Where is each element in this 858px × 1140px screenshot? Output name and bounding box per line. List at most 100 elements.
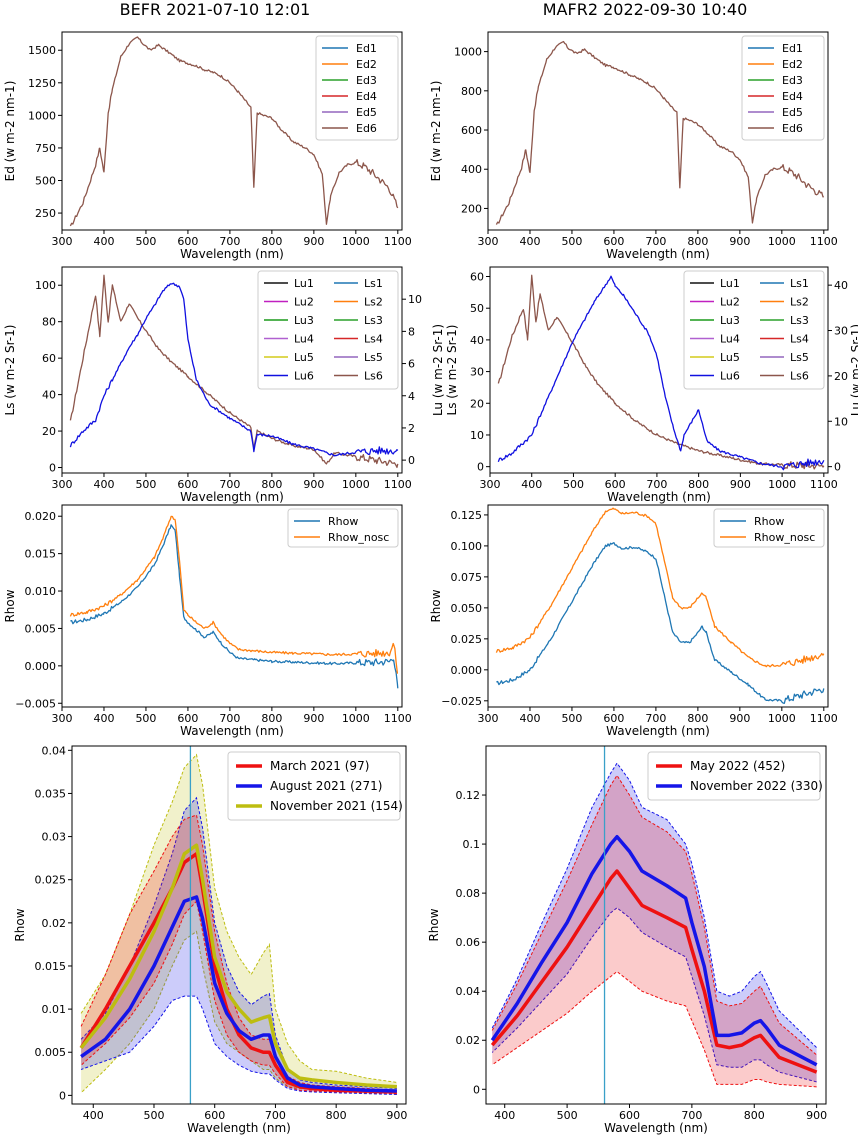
series-line-0 [495,40,824,225]
mean-line-1 [490,834,818,1067]
y-tick-label: 400 [461,163,482,176]
legend-label: Lu4 [720,333,740,346]
y2-tick-label: 10 [408,293,422,306]
axes-frame [485,745,827,1105]
x-tick-label: 700 [219,712,240,725]
x-tick-label: 800 [261,235,282,248]
x-axis-label: Wavelength (nm) [187,1121,291,1135]
legend: Lu1 Lu2 Lu3 Lu4 Lu5 Lu6 Ls1 Ls2 Ls3 Ls4 Ls5 Ls6 [683,270,825,390]
x-tick-label: 300 [52,712,73,725]
x-tick-label: 600 [177,235,198,248]
x-tick-label: 900 [303,712,324,725]
x-tick-label: 1100 [384,712,412,725]
legend-label: Ed3 [782,74,803,87]
legend: Ed1 Ed2 Ed3 Ed4 Ed5 Ed6 [315,35,399,141]
x-tick-label: 1000 [768,478,796,491]
x-tick-label: 300 [52,235,73,248]
lower-1 [80,995,397,1096]
x-tick-label: 1100 [384,235,412,248]
y-axis-label: Ed (w m-2 nm-1) [3,81,17,182]
y-tick-label: 0.050 [451,602,483,615]
legend-label: Ed5 [356,106,377,119]
y-tick-label: 250 [35,207,56,220]
y-tick-label: 0.02 [456,1034,481,1047]
plot-area [69,515,399,689]
legend-label: Ed1 [782,42,803,55]
mean-line-1 [80,895,397,1093]
x-tick-label: 500 [563,478,584,491]
legend-label: Lu3 [720,314,740,327]
x-tick-label: 600 [603,712,624,725]
legend: March 2021 (97) August 2021 (271) November… [227,751,403,821]
season-left-chart: 400 500 600 700 800 900 0 0.005 0.01 0.015 0.02 0.0… [13,744,407,1135]
x-axis-label: Wavelength (nm) [180,490,284,504]
x-tick-label: 800 [261,478,282,491]
legend-label: Ed4 [356,90,377,103]
x-tick-label: 900 [303,478,324,491]
rhow-left-chart: 300 400 500 600 700 800 900 1000 1100 −0.005 0.000… [3,504,412,738]
x-axis-label: Wavelength (nm) [607,490,711,504]
axes-frame [487,31,829,231]
lower-1 [491,970,817,1088]
legend-box [257,270,399,390]
y-tick-label: 0.005 [25,622,57,635]
legend-label: Rhow_nosc [328,531,389,544]
x-tick-label: 500 [135,478,156,491]
axes-frame [61,504,403,708]
x-tick-label: 400 [83,1109,104,1122]
x-tick-label: 600 [177,478,198,491]
band-2 [81,815,397,1094]
y-axis-label: Ls (w m-2 Sr-1) [3,325,17,416]
y-tick-label: 0.035 [35,787,67,800]
legend-label: Lu2 [294,296,314,309]
x-tick-label: 400 [494,1109,515,1122]
ed-left-chart: 300 400 500 600 700 800 900 1000 1100 250 500 750 10… [3,31,412,261]
legend-label: March 2021 (97) [270,759,369,773]
y-tick-label: 500 [35,175,56,188]
axes-frame [71,745,407,1105]
x-tick-label: 800 [687,712,708,725]
legend-label: Ls4 [790,333,809,346]
y-tick-label: 0.015 [25,548,57,561]
y2-tick-label: 10 [834,415,848,428]
x-tick-label: 900 [730,478,751,491]
y-tick-label: 80 [42,316,56,329]
y-axis-label: Rhow [427,908,441,941]
legend-box [315,35,399,141]
series-line-0 [70,524,399,689]
y-tick-label: 0.000 [25,660,57,673]
legend: Ed1 Ed2 Ed3 Ed4 Ed5 Ed6 [741,35,825,141]
x-tick-label: 900 [729,712,750,725]
y-tick-label: 0.010 [25,585,57,598]
y-axis-label: Rhow [13,908,27,941]
y-tick-label: 40 [42,389,56,402]
y-tick-label: 0.005 [35,1046,67,1059]
y2-tick-label: 0 [408,454,415,467]
x-tick-label: 300 [478,235,499,248]
legend-box [741,35,825,141]
legend-label: Lu6 [720,370,740,383]
x-tick-label: 600 [603,235,624,248]
x-tick-label: 500 [557,1109,578,1122]
y-tick-label: 20 [42,425,56,438]
x-tick-label: 1100 [384,478,412,491]
y-tick-label: 0.12 [456,789,481,802]
legend-label: Ed2 [356,58,377,71]
x-axis-label: Wavelength (nm) [180,247,284,261]
legend-box [227,751,401,821]
legend-label: Ed4 [782,90,803,103]
x-tick-label: 300 [478,712,499,725]
y-tick-label: 1000 [454,46,482,59]
legend-label: Lu2 [720,296,740,309]
legend-label: Lu1 [294,277,314,290]
ls-left-chart: 300 400 500 600 700 800 900 1000 110002040608010… [3,266,422,504]
band-1 [492,775,817,1087]
y-tick-label: 100 [35,279,56,292]
y-tick-label: 60 [470,271,484,284]
series-line-1 [497,275,825,471]
y-tick-label: 0.020 [25,510,57,523]
x-tick-label: 1100 [810,235,838,248]
legend-label: November 2021 (154) [270,799,403,813]
y-tick-label: 50 [470,302,484,315]
y-tick-label: −0.005 [15,697,56,710]
